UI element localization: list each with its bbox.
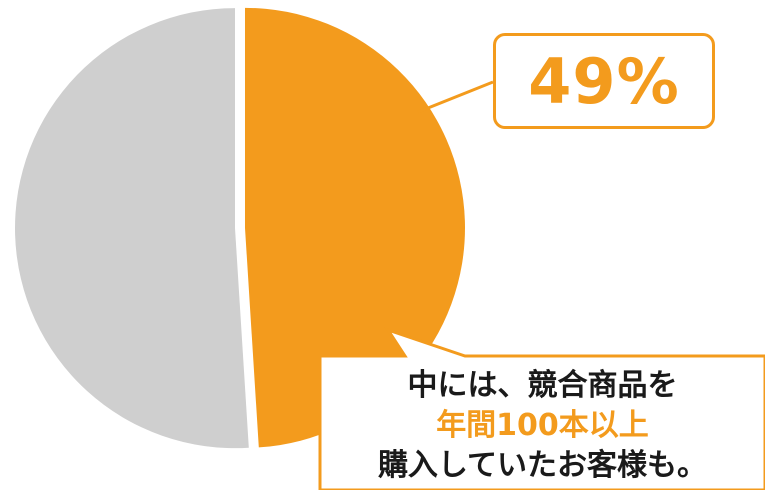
note-line-1: 中には、競合商品を [407, 368, 678, 403]
note-callout: 中には、競合商品を 年間100本以上 購入していたお客様も。 [320, 356, 765, 490]
percent-callout: 49% [493, 33, 715, 129]
percent-label: 49% [528, 44, 680, 118]
note-line-3: 購入していたお客様も。 [377, 448, 708, 483]
note-callout-shape [318, 327, 765, 490]
note-line-2: 年間100本以上 [436, 408, 649, 443]
percent-leader-line [417, 80, 494, 114]
pie-slice-rest [15, 8, 249, 449]
